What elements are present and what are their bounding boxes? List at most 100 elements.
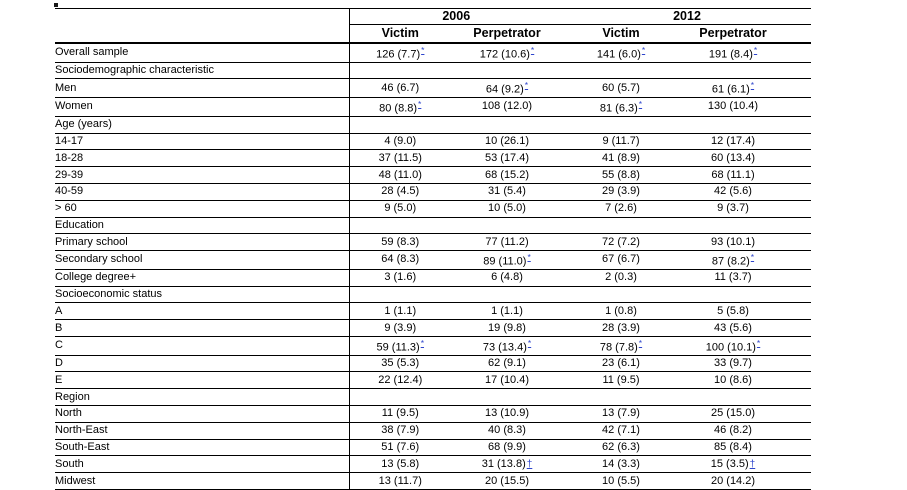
dagger-footnote-link[interactable]: † — [526, 458, 533, 470]
asterisk-footnote-link[interactable]: * — [524, 80, 529, 91]
section-label: Age (years) — [55, 116, 350, 134]
col-header-victim-2012: Victim — [563, 24, 679, 44]
value-cell: 38 (7.9) — [349, 422, 451, 440]
data-row: Secondary school 64 (8.3) 89 (11.0)* 67 (6.… — [55, 250, 811, 270]
value-cell: 46 (6.7) — [349, 78, 451, 99]
prevalence-table: 2006 2012 Victim Perpetrator Victim Perp… — [55, 8, 811, 490]
asterisk-footnote-link[interactable]: * — [756, 337, 761, 348]
section-row: Education — [55, 217, 811, 235]
value-cell: 67 (6.7) — [563, 250, 679, 270]
col-header-victim-2006: Victim — [349, 24, 451, 44]
data-row: Overall sample 126 (7.7)* 172 (10.6)* 141 (… — [55, 43, 811, 63]
asterisk-footnote-link[interactable]: * — [527, 252, 531, 263]
value-cell: 60 (13.4) — [679, 149, 811, 168]
value-cell — [451, 116, 563, 134]
data-row: Primary school 59 (8.3) 77 (11.2) 72 (7.2) 9… — [55, 233, 811, 252]
row-label: 14-17 — [55, 133, 350, 151]
value-cell: 141 (6.0)* — [563, 43, 679, 63]
value-cell: 68 (11.1) — [679, 166, 811, 184]
asterisk-footnote-link[interactable]: * — [750, 252, 755, 263]
data-row: 29-39 48 (11.0) 68 (15.2) 55 (8.8) 68 (11.1) — [55, 166, 811, 184]
data-row: 40-59 28 (4.5) 31 (5.4) 29 (3.9) 42 (5.6) — [55, 183, 811, 201]
section-row: Socioeconomic status — [55, 286, 811, 304]
value-cell — [563, 388, 679, 407]
value-cell: 48 (11.0) — [349, 166, 451, 184]
row-label: Secondary school — [55, 250, 350, 270]
value-cell: 20 (14.2) — [679, 472, 811, 490]
value-cell: 55 (8.8) — [563, 166, 679, 184]
section-label: Education — [55, 217, 350, 235]
asterisk-footnote-link[interactable]: * — [527, 337, 532, 348]
asterisk-footnote-link[interactable]: * — [530, 45, 535, 55]
row-label: Overall sample — [55, 43, 350, 63]
value-cell — [563, 217, 679, 235]
col-header-perpetrator-2006: Perpetrator — [451, 24, 563, 44]
row-label: A — [55, 302, 350, 321]
scan-artifact-dot — [54, 3, 58, 7]
asterisk-footnote-link[interactable]: * — [638, 99, 643, 110]
value-cell: 28 (3.9) — [563, 319, 679, 337]
value-cell: 80 (8.8)* — [349, 97, 451, 117]
value-cell: 1 (1.1) — [451, 302, 563, 321]
value-cell: 93 (10.1) — [679, 233, 811, 252]
value-cell: 7 (2.6) — [563, 200, 679, 218]
value-cell — [679, 116, 811, 134]
value-cell: 78 (7.8)* — [563, 336, 679, 356]
data-row: C 59 (11.3)* 73 (13.4)* 78 (7.8)* 100 (10.1)… — [55, 336, 811, 356]
data-row: North-East 38 (7.9) 40 (8.3) 42 (7.1) 46 (8.… — [55, 422, 811, 440]
value-cell: 68 (9.9) — [451, 439, 563, 457]
data-row: 14-17 4 (9.0) 10 (26.1) 9 (11.7) 12 (17.4) — [55, 133, 811, 151]
section-row: Age (years) — [55, 116, 811, 134]
asterisk-footnote-link[interactable]: * — [750, 80, 755, 91]
value-cell: 19 (9.8) — [451, 319, 563, 337]
data-row: E 22 (12.4) 17 (10.4) 11 (9.5) 10 (8.6) — [55, 371, 811, 390]
value-cell — [679, 217, 811, 235]
asterisk-footnote-link[interactable]: * — [753, 45, 758, 55]
row-label: Men — [55, 78, 350, 99]
value-cell: 25 (15.0) — [679, 405, 811, 423]
asterisk-footnote-link[interactable]: * — [420, 337, 425, 348]
data-row: South-East 51 (7.6) 68 (9.9) 62 (6.3) 85 (8.… — [55, 439, 811, 457]
value-cell: 9 (3.7) — [679, 200, 811, 218]
value-cell: 59 (8.3) — [349, 233, 451, 252]
row-label: C — [55, 336, 350, 356]
value-cell: 42 (7.1) — [563, 422, 679, 440]
value-cell: 81 (6.3)* — [563, 97, 679, 117]
asterisk-footnote-link[interactable]: * — [638, 337, 643, 348]
data-row: Men 46 (6.7) 64 (9.2)* 60 (5.7) 61 (6.1)* — [55, 78, 811, 99]
row-label: B — [55, 319, 350, 337]
value-cell: 43 (5.6) — [679, 319, 811, 337]
section-row: Region — [55, 388, 811, 407]
section-label: Socioeconomic status — [55, 286, 350, 304]
row-label: 29-39 — [55, 166, 350, 184]
value-cell — [679, 62, 811, 80]
value-cell: 64 (9.2)* — [451, 78, 563, 99]
value-cell: 2 (0.3) — [563, 269, 679, 287]
section-label: Sociodemographic characteristic — [55, 62, 350, 80]
value-cell: 41 (8.9) — [563, 149, 679, 168]
value-cell: 12 (17.4) — [679, 133, 811, 151]
asterisk-footnote-link[interactable]: * — [641, 45, 646, 55]
value-cell: 22 (12.4) — [349, 371, 451, 390]
value-cell: 1 (0.8) — [563, 302, 679, 321]
dagger-footnote-link[interactable]: † — [749, 458, 756, 470]
asterisk-footnote-link[interactable]: * — [421, 45, 425, 55]
value-cell — [563, 286, 679, 304]
value-cell: 31 (5.4) — [451, 183, 563, 201]
value-cell: 126 (7.7)* — [349, 43, 451, 63]
value-cell: 85 (8.4) — [679, 439, 811, 457]
value-cell: 9 (5.0) — [349, 200, 451, 218]
year-header-2006: 2006 — [349, 8, 563, 25]
data-row: College degree+ 3 (1.6) 6 (4.8) 2 (0.3) 11 (… — [55, 269, 811, 287]
row-label: > 60 — [55, 200, 350, 218]
value-cell: 68 (15.2) — [451, 166, 563, 184]
value-cell: 10 (26.1) — [451, 133, 563, 151]
value-cell: 3 (1.6) — [349, 269, 451, 287]
table-body: Overall sample 126 (7.7)* 172 (10.6)* 141 (… — [55, 43, 811, 490]
value-cell — [349, 62, 451, 80]
sub-header-row: Victim Perpetrator Victim Perpetrator — [55, 24, 811, 44]
asterisk-footnote-link[interactable]: * — [418, 99, 422, 110]
value-cell: 10 (5.0) — [451, 200, 563, 218]
